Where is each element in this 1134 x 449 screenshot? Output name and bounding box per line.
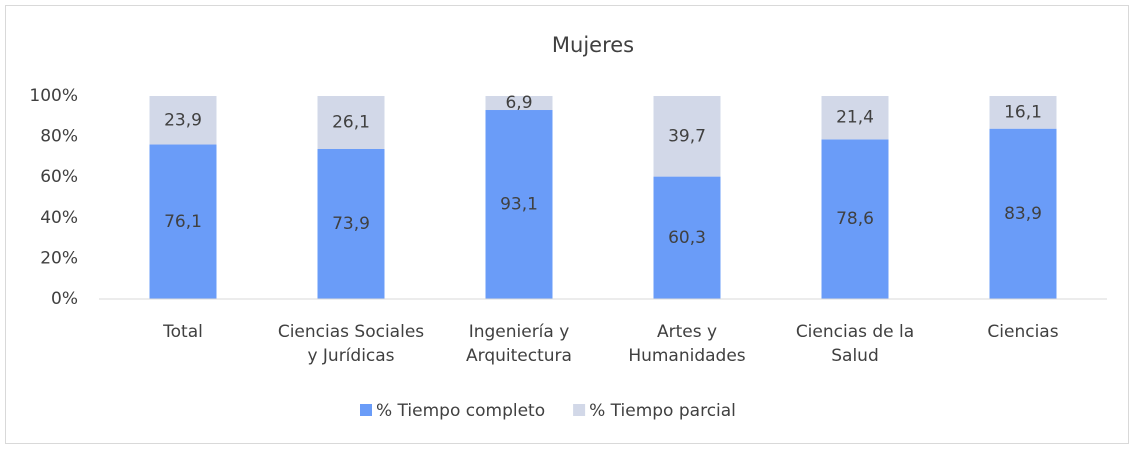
bar-segment	[149, 144, 217, 299]
data-label: 26,1	[332, 112, 370, 132]
bar-segment	[989, 96, 1057, 129]
data-label: 78,6	[836, 209, 874, 229]
x-tick-label: Ciencias de la Salud	[795, 322, 915, 366]
y-tick-label: 40%	[40, 208, 78, 228]
legend-label: % Tiempo parcial	[589, 401, 736, 421]
chart-title: Mujeres	[552, 33, 634, 57]
data-label: 21,4	[836, 108, 874, 128]
legend-swatch	[360, 404, 372, 416]
data-label: 73,9	[332, 214, 370, 234]
bar-segment	[317, 148, 385, 299]
x-tick-label: Total	[163, 322, 203, 342]
bar-segment	[821, 139, 889, 299]
y-tick-label: 80%	[40, 127, 78, 147]
x-tick-label: Ciencias	[987, 322, 1059, 342]
data-label: 93,1	[500, 195, 538, 215]
y-tick-label: 20%	[40, 248, 78, 268]
y-tick-label: 100%	[29, 86, 78, 106]
y-tick-label: 0%	[51, 289, 78, 309]
data-label: 16,1	[1004, 102, 1042, 122]
legend-label: % Tiempo completo	[376, 401, 545, 421]
bar-segment	[653, 176, 721, 299]
y-tick-label: 60%	[40, 167, 78, 187]
bar-segment	[653, 96, 721, 177]
data-label: 76,1	[164, 212, 202, 232]
data-label: 83,9	[1004, 204, 1042, 224]
data-label: 60,3	[668, 228, 706, 248]
data-label: 6,9	[505, 93, 532, 113]
legend-swatch	[573, 404, 586, 416]
bar-segment	[989, 128, 1057, 299]
x-tick-label: Ingeniería y Arquitectura	[466, 322, 572, 366]
bar-segment	[821, 96, 889, 140]
bar-segment	[317, 96, 385, 149]
bar-segment	[149, 96, 217, 145]
bar-segment	[485, 110, 553, 299]
x-tick-label: Ciencias Sociales y Jurídicas	[277, 322, 425, 366]
data-label: 23,9	[164, 110, 202, 130]
bar-segment	[485, 96, 553, 111]
x-tick-label: Artes y Humanidades	[628, 322, 746, 366]
data-label: 39,7	[668, 126, 706, 146]
